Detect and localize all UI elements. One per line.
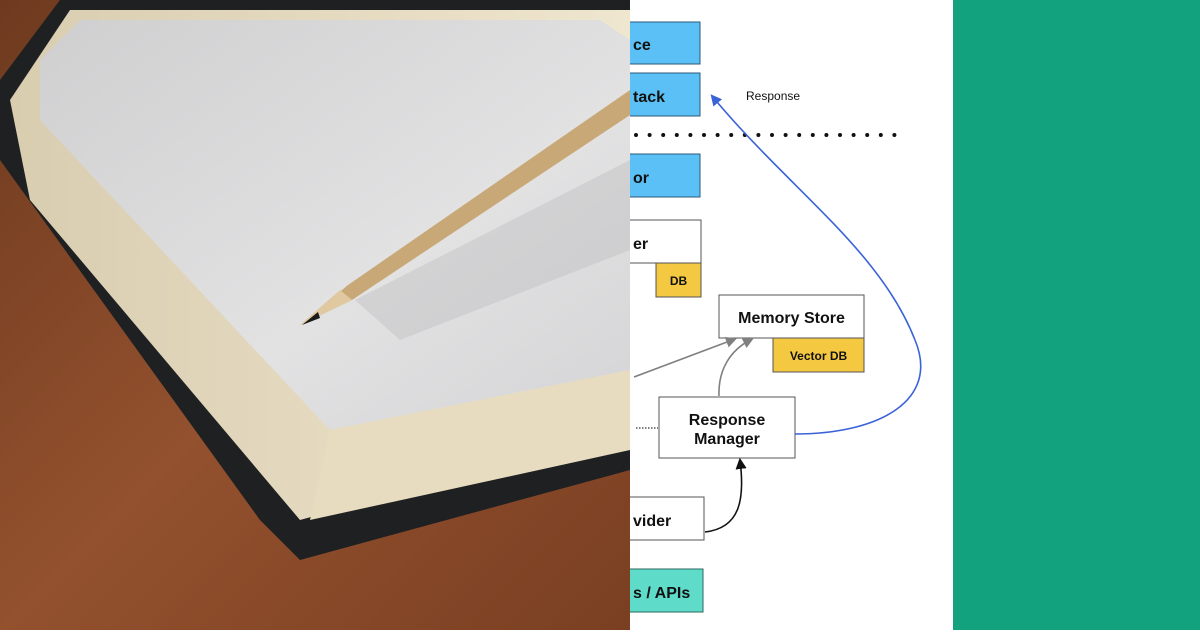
response-arrow	[710, 94, 922, 435]
green-panel	[953, 0, 1200, 630]
svg-text:or: or	[633, 170, 649, 187]
box-tools-apis: s / APIs	[627, 568, 704, 613]
box-provider: vider	[627, 496, 705, 541]
svg-text:s / APIs: s / APIs	[633, 585, 690, 602]
svg-text:Response: Response	[689, 412, 766, 429]
box-stack: tack	[627, 72, 701, 117]
provider-arrow	[704, 457, 747, 533]
box-response-manager: Response Manager	[658, 396, 796, 459]
box-db: DB	[655, 262, 702, 298]
svg-text:Memory Store: Memory Store	[738, 310, 845, 327]
architecture-diagram: ce tack or er DB Memory Store Vector DB	[627, 0, 953, 630]
memory-read-arrow	[718, 337, 755, 397]
svg-text:DB: DB	[670, 274, 688, 288]
svg-text:tack: tack	[633, 89, 665, 106]
box-orchestrator: or	[627, 153, 701, 198]
box-manager: er	[627, 219, 702, 264]
svg-text:Manager: Manager	[694, 431, 760, 448]
box-memory-store: Memory Store	[718, 294, 865, 339]
svg-text:er: er	[633, 236, 648, 253]
svg-text:ce: ce	[633, 37, 651, 54]
box-vector-db: Vector DB	[772, 337, 865, 373]
notebook-photo	[0, 0, 630, 630]
box-interface: ce	[627, 21, 701, 65]
svg-text:Vector DB: Vector DB	[790, 349, 848, 363]
memory-write-arrow	[633, 336, 738, 378]
response-edge-label: Response	[746, 89, 800, 103]
svg-text:vider: vider	[633, 513, 671, 530]
